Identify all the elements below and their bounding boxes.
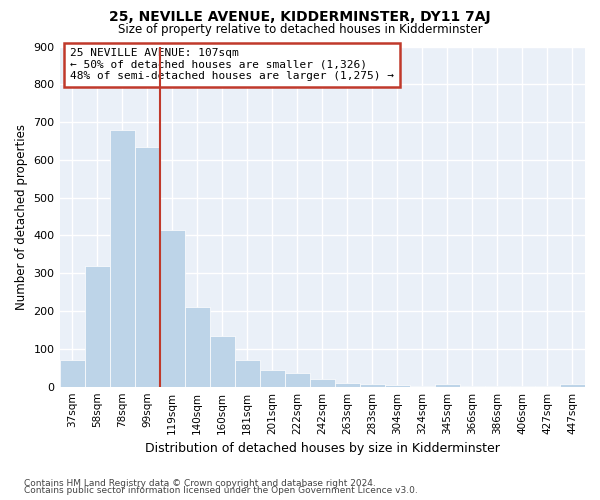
Bar (560, 384, 585, 386)
Bar (59, 360, 85, 386)
Bar (435, 384, 460, 386)
Text: Contains public sector information licensed under the Open Government Licence v3: Contains public sector information licen… (24, 486, 418, 495)
Bar (160, 230, 185, 386)
Bar (385, 385, 410, 386)
Bar (85, 266, 110, 386)
Bar (185, 308, 209, 386)
Y-axis label: Number of detached properties: Number of detached properties (15, 124, 28, 310)
Text: Size of property relative to detached houses in Kidderminster: Size of property relative to detached ho… (118, 22, 482, 36)
Bar (209, 336, 235, 386)
Bar (134, 146, 160, 386)
Bar (260, 370, 285, 386)
Bar (110, 130, 134, 386)
Bar (235, 360, 260, 386)
Bar (310, 379, 335, 386)
Bar (335, 383, 360, 386)
Bar (285, 374, 310, 386)
Text: Contains HM Land Registry data © Crown copyright and database right 2024.: Contains HM Land Registry data © Crown c… (24, 478, 376, 488)
Text: 25 NEVILLE AVENUE: 107sqm
← 50% of detached houses are smaller (1,326)
48% of se: 25 NEVILLE AVENUE: 107sqm ← 50% of detac… (70, 48, 394, 82)
X-axis label: Distribution of detached houses by size in Kidderminster: Distribution of detached houses by size … (145, 442, 500, 455)
Text: 25, NEVILLE AVENUE, KIDDERMINSTER, DY11 7AJ: 25, NEVILLE AVENUE, KIDDERMINSTER, DY11 … (109, 10, 491, 24)
Bar (360, 384, 385, 386)
